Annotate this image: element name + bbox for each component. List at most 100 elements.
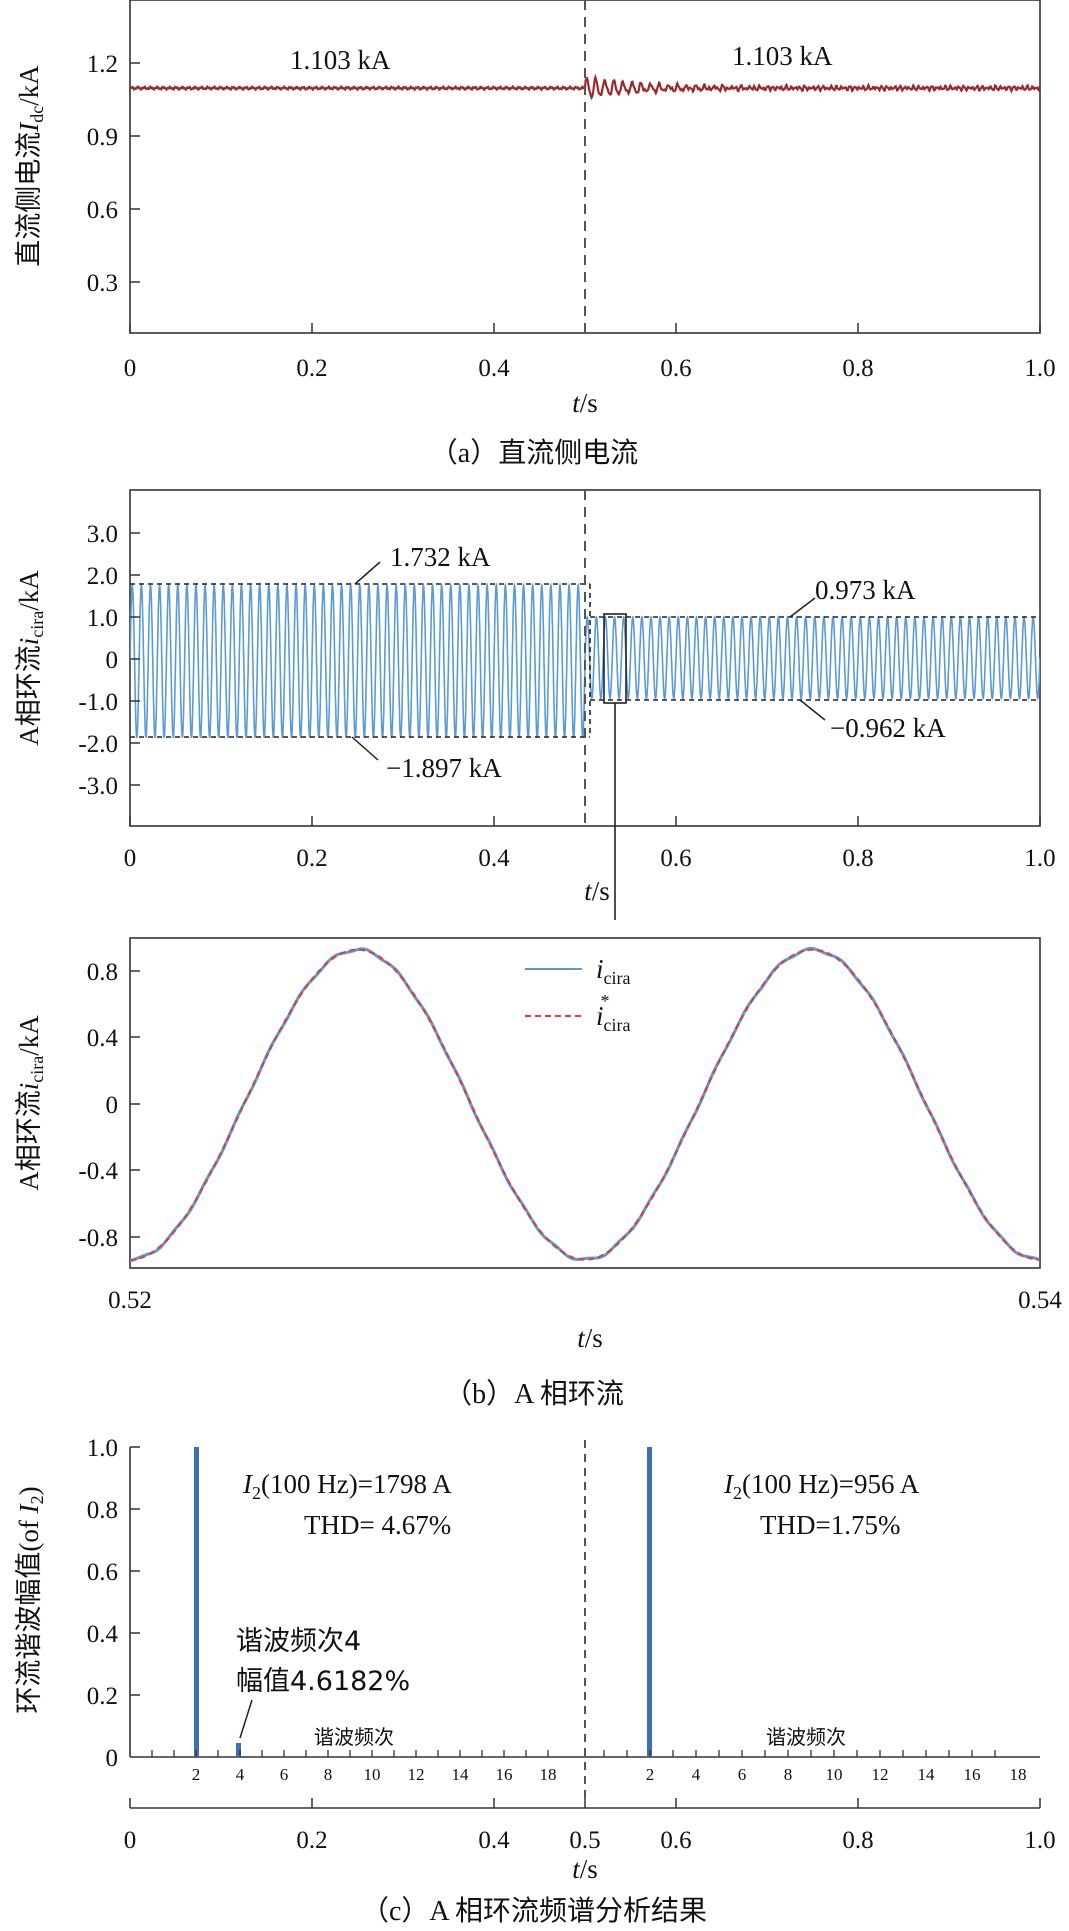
caption-a: （a）直流侧电流 (430, 437, 638, 469)
h-tick-label: 18 (540, 1765, 557, 1784)
left-i2-info: I2(100 Hz)=1798 A (242, 1469, 452, 1503)
h-tick-label: 8 (784, 1765, 793, 1784)
h-tick-label: 16 (964, 1765, 981, 1784)
y-tick-label: -1.0 (78, 689, 118, 716)
y-tick-label: 0.8 (87, 959, 118, 986)
x-tick-label: 0.4 (478, 1827, 510, 1854)
annotation-min-after: −0.962 kA (830, 713, 946, 743)
y-tick-label: 0.8 (87, 1497, 118, 1524)
y-axis-zoom: 0.8 0.4 0 -0.4 -0.8 (78, 959, 140, 1252)
y-tick-label: 1.0 (87, 1435, 118, 1462)
annotation-left-a: 1.103 kA (290, 45, 391, 75)
annotation-max-before: 1.732 kA (390, 542, 491, 572)
y-tick-label: 0.4 (87, 1025, 119, 1052)
y-tick-label: 0.2 (87, 1683, 118, 1710)
x-axis-zoom: 0.52 0.54 (108, 1287, 1062, 1314)
y-tick-label: 0 (106, 1092, 119, 1119)
y-tick-label: -3.0 (78, 773, 118, 800)
x-tick-label: 0.4 (478, 355, 510, 382)
x-axis-label-b: t/s (584, 876, 610, 906)
zoom-legend: icira icira* (525, 954, 631, 1035)
x-tick-label: 0.6 (660, 845, 691, 872)
harmonic-note-2: 幅值4.6182% (236, 1666, 410, 1697)
h-tick-label: 4 (692, 1765, 701, 1784)
caption-b: （b）A 相环流 (444, 1378, 624, 1410)
circulating-current-series (130, 582, 1040, 738)
x-axis-b: 0 0.2 0.4 0.6 0.8 1.0 (124, 816, 1056, 872)
zoom-measured-series (130, 946, 1040, 1263)
panel-c: 1.0 0.8 0.6 0.4 0.2 0 (14, 1435, 1056, 1927)
x-tick-label: 0 (124, 355, 137, 382)
h-tick-label: 10 (364, 1765, 381, 1784)
x-tick-label: 0 (124, 1827, 137, 1854)
harmonic-axis-left: 2 4 6 8 10 12 14 16 18 谐波频次 (151, 1725, 557, 1784)
x-axis-a: 0 0.2 0.4 0.6 0.8 1.0 (124, 323, 1056, 382)
x-axis-label-c: t/s (572, 1854, 598, 1884)
y-tick-label: -0.8 (78, 1225, 118, 1252)
y-tick-label: 0.6 (87, 1559, 118, 1586)
h-tick-label: 10 (826, 1765, 843, 1784)
y-tick-label: 1.0 (87, 605, 118, 632)
h-tick-label: 16 (496, 1765, 513, 1784)
y-tick-label: 2.0 (87, 563, 118, 590)
y-axis-a: 1.2 0.9 0.6 0.3 (87, 51, 140, 297)
zoom-reference-series (130, 948, 1040, 1261)
right-i2-info: I2(100 Hz)=956 A (723, 1469, 920, 1503)
x-tick-label: 0.8 (842, 1827, 873, 1854)
x-tick-label: 0.5 (569, 1827, 600, 1854)
y-axis-label-a: 直流侧电流Idc/kA (14, 65, 47, 267)
h-tick-label: 6 (738, 1765, 747, 1784)
x-tick-label: 0.6 (660, 355, 691, 382)
y-tick-label: -2.0 (78, 731, 118, 758)
y-axis-b: 3.0 2.0 1.0 0 -1.0 -2.0 -3.0 (78, 521, 140, 800)
h-tick-label: 18 (1010, 1765, 1027, 1784)
panel-zoom: icira icira* 0.8 0.4 0 -0.4 -0.8 0.52 0.… (14, 937, 1062, 1410)
annotation-max-after: 0.973 kA (815, 575, 916, 605)
x-tick-label: 0.6 (660, 1827, 691, 1854)
x-tick-label: 0.2 (296, 1827, 327, 1854)
legend-label-measured: icira (596, 954, 631, 988)
annotation-right-a: 1.103 kA (732, 41, 833, 71)
harmonic-note-leader (239, 1699, 253, 1739)
y-tick-label: 0.9 (87, 124, 118, 151)
h-tick-label: 12 (408, 1765, 425, 1784)
h-tick-label: 12 (872, 1765, 889, 1784)
h-tick-label: 6 (280, 1765, 289, 1784)
y-tick-label: 0.4 (87, 1621, 119, 1648)
h-tick-label: 2 (192, 1765, 201, 1784)
h-tick-label: 4 (236, 1765, 245, 1784)
harmonic-axis-label-left: 谐波频次 (314, 1725, 394, 1749)
panel-b: 1.732 kA −1.897 kA 0.973 kA −0.962 kA 3.… (14, 489, 1056, 920)
h-tick-label: 2 (646, 1765, 655, 1784)
x-axis-label-zoom: t/s (577, 1323, 603, 1353)
spectrum-bar-left-h2 (194, 1447, 199, 1757)
panel-a-frame (129, 0, 1041, 334)
leader-max-after (789, 597, 816, 618)
y-tick-label: 0.6 (87, 197, 118, 224)
leader-min-after (799, 699, 826, 721)
h-tick-label: 14 (918, 1765, 936, 1784)
y-tick-label: 0 (106, 1745, 119, 1772)
x-tick-label: 0.54 (1018, 1287, 1062, 1314)
x-tick-label: 0.2 (296, 845, 327, 872)
y-axis-label-zoom: A相环流icira/kA (14, 1015, 47, 1191)
panel-zoom-frame (129, 937, 1041, 1269)
leader-min-before (351, 736, 379, 761)
x-tick-label: 0.2 (296, 355, 327, 382)
x-tick-label: 0 (124, 845, 137, 872)
harmonic-note-1: 谐波频次4 (236, 1626, 361, 1657)
legend-label-reference: icira* (596, 991, 631, 1035)
y-tick-label: 0 (106, 647, 119, 674)
harmonic-axis-label-right: 谐波频次 (766, 1725, 846, 1749)
right-thd-info: THD=1.75% (760, 1510, 900, 1540)
h-tick-label: 14 (452, 1765, 470, 1784)
harmonic-axis-right: 2 4 6 8 10 12 14 16 18 谐波频次 (603, 1725, 1027, 1784)
x-axis-c: 0 0.2 0.4 0.5 0.6 0.8 1.0 (124, 1798, 1056, 1854)
y-axis-label-c: 环流谐波幅值(of I2) (14, 1486, 47, 1713)
leader-max-before (354, 561, 381, 585)
x-tick-label: 0.8 (842, 355, 873, 382)
h-tick-label: 8 (324, 1765, 333, 1784)
y-axis-label-b: A相环流icira/kA (14, 570, 47, 746)
y-axis-c: 1.0 0.8 0.6 0.4 0.2 0 (87, 1435, 140, 1772)
